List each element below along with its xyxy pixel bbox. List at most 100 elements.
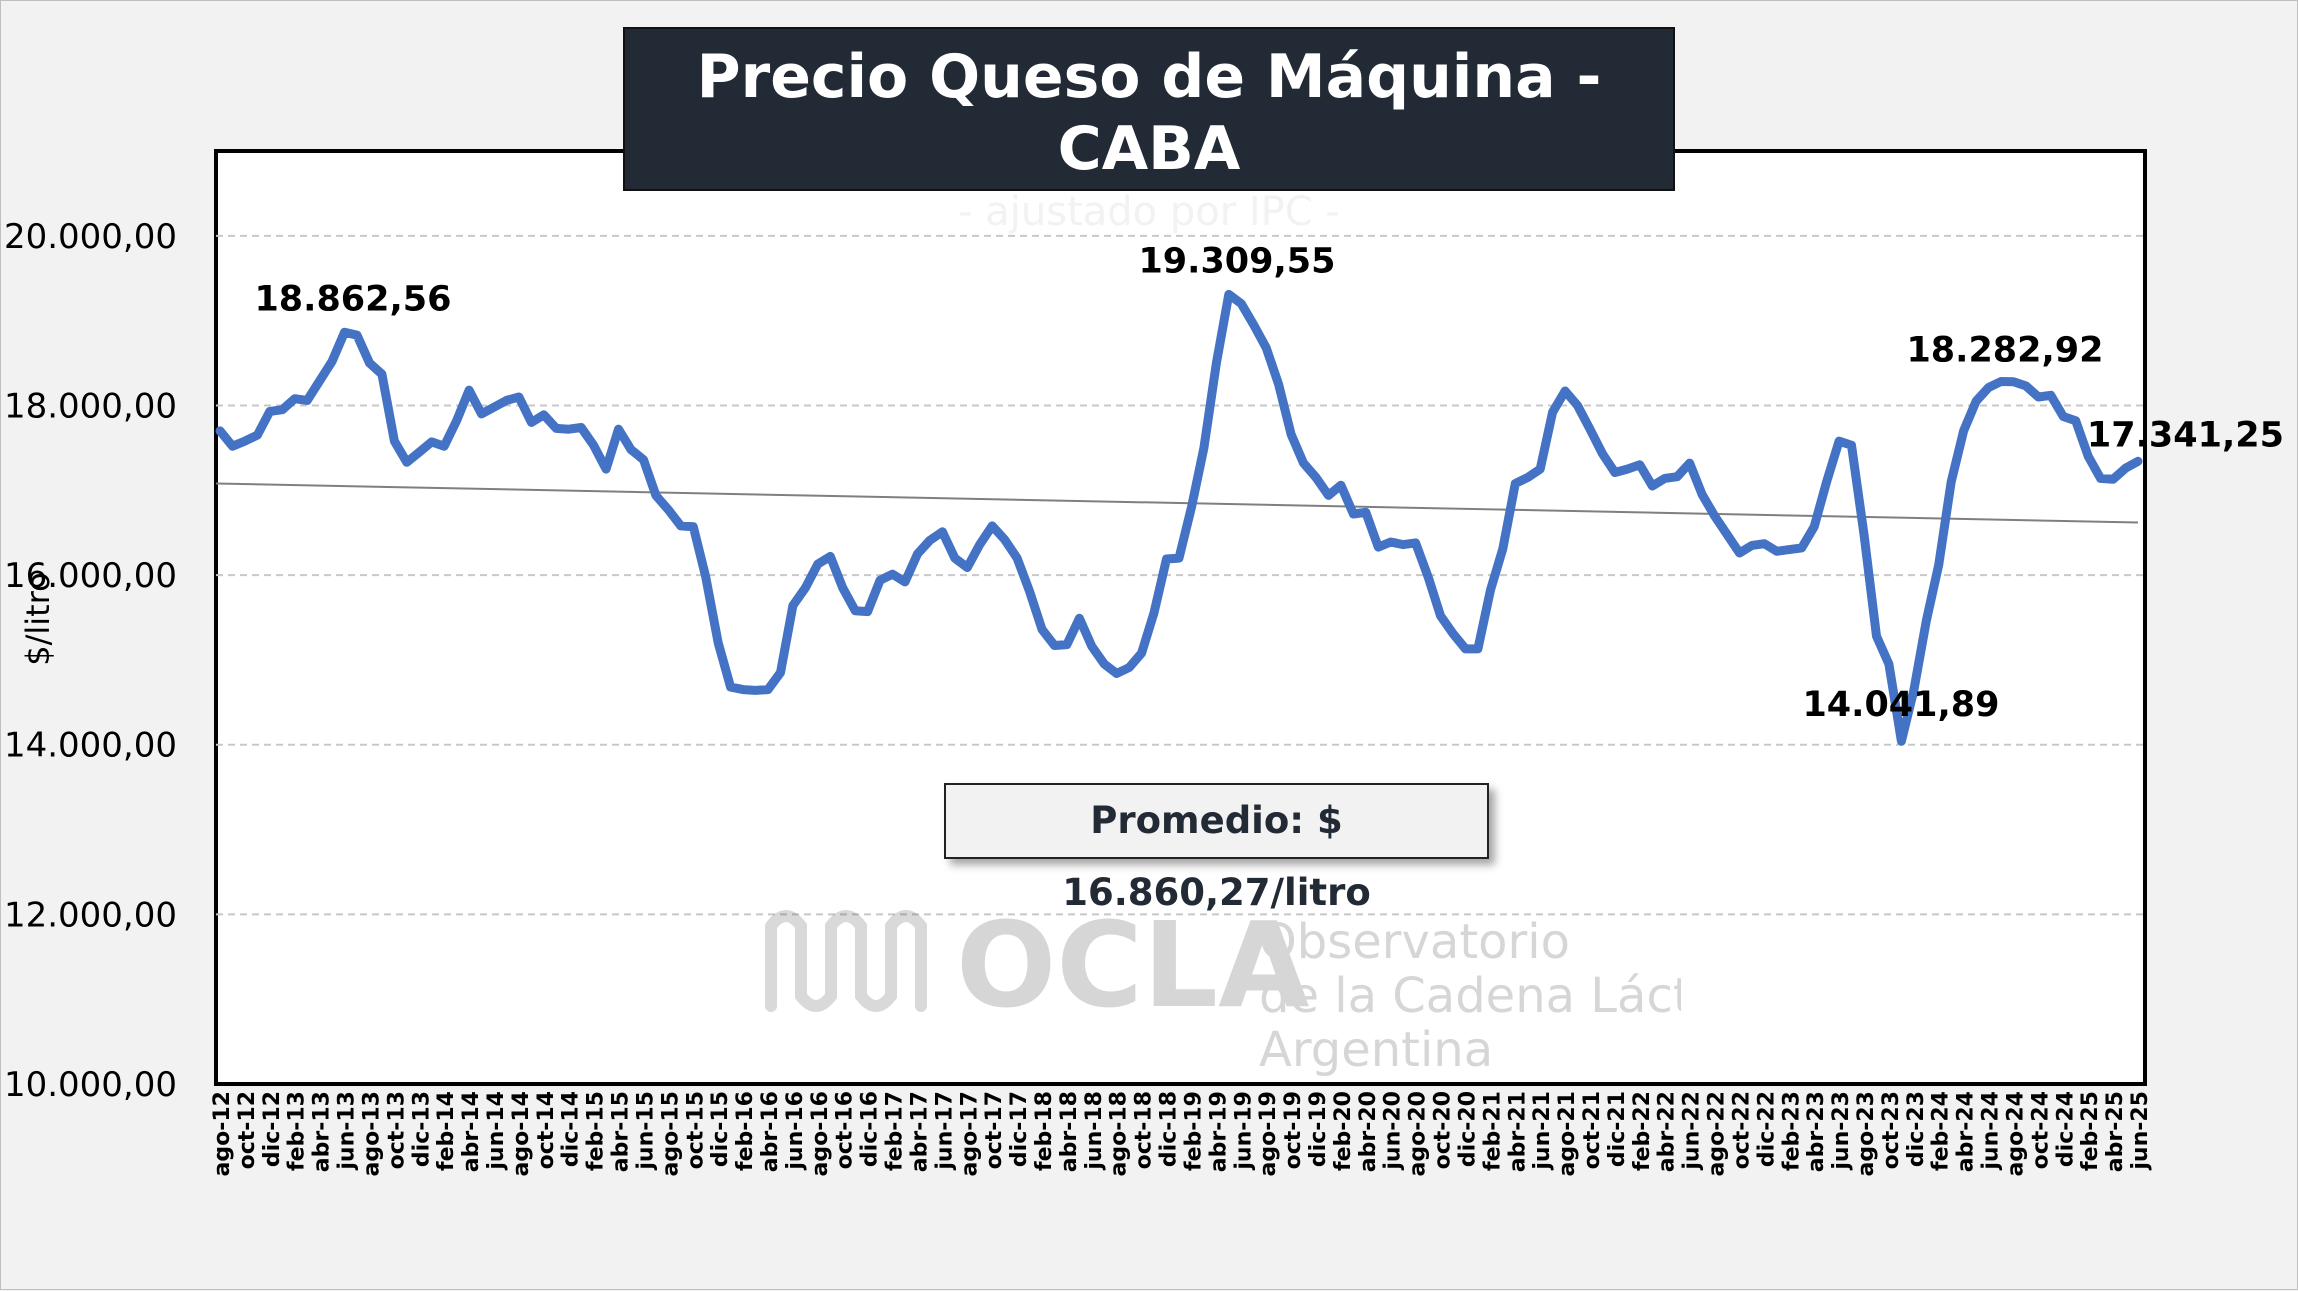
x-tick-label: jun-15 bbox=[633, 1091, 658, 1171]
x-tick-label: jun-23 bbox=[1829, 1091, 1854, 1171]
x-tick-label: dic-23 bbox=[1904, 1091, 1929, 1167]
x-tick-label: feb-18 bbox=[1032, 1091, 1057, 1171]
x-tick-label: oct-22 bbox=[1729, 1091, 1754, 1169]
x-tick-label: ago-21 bbox=[1555, 1091, 1580, 1176]
x-tick-label: jun-20 bbox=[1381, 1091, 1406, 1171]
x-tick-label: ago-12 bbox=[210, 1091, 235, 1176]
x-tick-label: ago-19 bbox=[1256, 1091, 1281, 1176]
x-tick-label: oct-21 bbox=[1580, 1091, 1605, 1169]
watermark-line1: Observatorio bbox=[1259, 914, 1570, 970]
x-tick-label: abr-25 bbox=[2103, 1091, 2128, 1172]
x-tick-label: oct-23 bbox=[1879, 1091, 1904, 1169]
data-label: 19.309,55 bbox=[1138, 241, 1335, 281]
average-label: Promedio: $ 16.860,27/litro bbox=[944, 783, 1489, 914]
x-tick-label: jun-19 bbox=[1231, 1091, 1256, 1171]
x-tick-label: abr-23 bbox=[1804, 1091, 1829, 1172]
x-tick-label: jun-16 bbox=[783, 1091, 808, 1171]
y-axis-label: $/litro bbox=[19, 572, 57, 666]
x-tick-label: ago-13 bbox=[359, 1091, 384, 1176]
x-tick-label: feb-13 bbox=[285, 1091, 310, 1171]
x-tick-label: ago-16 bbox=[808, 1091, 833, 1176]
x-tick-label: jun-13 bbox=[335, 1091, 360, 1171]
y-tick-label: 20.000,00 bbox=[4, 217, 177, 257]
x-tick-label: ago-23 bbox=[1854, 1091, 1879, 1176]
x-tick-label: feb-25 bbox=[2078, 1091, 2103, 1171]
x-tick-label: abr-19 bbox=[1206, 1091, 1231, 1172]
x-tick-label: abr-24 bbox=[1954, 1091, 1979, 1172]
x-tick-label: jun-14 bbox=[484, 1091, 509, 1171]
chart-title-box: Precio Queso de Máquina - CABA - ajustad… bbox=[623, 27, 1675, 235]
x-tick-label: oct-24 bbox=[2028, 1091, 2053, 1169]
data-label: 17.341,25 bbox=[2087, 415, 2284, 455]
x-tick-label: jun-25 bbox=[2128, 1091, 2153, 1171]
x-tick-label: oct-16 bbox=[833, 1091, 858, 1169]
x-tick-label: jun-22 bbox=[1680, 1091, 1705, 1171]
y-tick-label: 10.000,00 bbox=[4, 1065, 177, 1105]
x-tick-label: feb-24 bbox=[1929, 1091, 1954, 1171]
y-axis-ticks: 10.000,00 12.000,00 14.000,00 16.000,00 18.0… bbox=[4, 217, 177, 1105]
x-tick-label: oct-15 bbox=[683, 1091, 708, 1169]
x-tick-label: dic-20 bbox=[1455, 1091, 1480, 1167]
x-tick-label: oct-17 bbox=[982, 1091, 1007, 1169]
x-tick-label: dic-13 bbox=[409, 1091, 434, 1167]
gridlines bbox=[216, 234, 2145, 916]
x-tick-label: feb-22 bbox=[1630, 1091, 1655, 1171]
x-tick-label: dic-21 bbox=[1605, 1091, 1630, 1167]
x-tick-label: abr-21 bbox=[1505, 1091, 1530, 1172]
chart-title: Precio Queso de Máquina - CABA bbox=[696, 42, 1602, 184]
x-tick-label: ago-20 bbox=[1406, 1091, 1431, 1176]
data-label: 18.862,56 bbox=[254, 279, 451, 319]
x-tick-label: feb-14 bbox=[434, 1091, 459, 1171]
series-line bbox=[215, 289, 2143, 746]
watermark-line2: de la Cadena Láctea bbox=[1259, 968, 1681, 1024]
x-tick-label: feb-17 bbox=[883, 1091, 908, 1171]
y-tick-label: 14.000,00 bbox=[4, 726, 177, 766]
x-tick-label: oct-14 bbox=[534, 1091, 559, 1169]
x-tick-label: oct-18 bbox=[1132, 1091, 1157, 1169]
x-tick-label: oct-20 bbox=[1431, 1091, 1456, 1169]
data-label: 18.282,92 bbox=[1906, 331, 2103, 371]
watermark-ocla: OCLA bbox=[956, 906, 1309, 1034]
data-label: 14.041,89 bbox=[1802, 685, 1999, 725]
x-tick-label: ago-17 bbox=[957, 1091, 982, 1176]
x-tick-label: ago-14 bbox=[509, 1091, 534, 1176]
x-tick-label: oct-12 bbox=[235, 1091, 260, 1169]
x-tick-label: oct-19 bbox=[1281, 1091, 1306, 1169]
x-tick-label: jun-24 bbox=[1979, 1091, 2004, 1171]
x-tick-label: dic-16 bbox=[858, 1091, 883, 1167]
x-tick-label: feb-19 bbox=[1181, 1091, 1206, 1171]
x-tick-label: ago-15 bbox=[658, 1091, 683, 1176]
x-tick-label: dic-19 bbox=[1306, 1091, 1331, 1167]
x-tick-label: abr-14 bbox=[459, 1091, 484, 1172]
x-tick-label: abr-15 bbox=[609, 1091, 634, 1172]
plot-area bbox=[214, 149, 2147, 1086]
data-annotations: 18.862,56 19.309,55 14.041,89 18.282,92 17.3… bbox=[254, 241, 2284, 725]
x-tick-label: abr-13 bbox=[310, 1091, 335, 1172]
x-tick-label: dic-14 bbox=[559, 1091, 584, 1167]
x-tick-label: ago-24 bbox=[2003, 1091, 2028, 1176]
x-tick-label: dic-22 bbox=[1754, 1091, 1779, 1167]
x-tick-label: abr-16 bbox=[758, 1091, 783, 1172]
x-tick-label: feb-15 bbox=[584, 1091, 609, 1171]
x-tick-label: oct-13 bbox=[384, 1091, 409, 1169]
y-tick-label: 12.000,00 bbox=[4, 895, 177, 935]
x-tick-label: dic-18 bbox=[1157, 1091, 1182, 1167]
watermark-line3: Argentina bbox=[1259, 1022, 1493, 1076]
x-tick-label: feb-20 bbox=[1331, 1091, 1356, 1171]
x-axis-ticks: ago-12 oct-12 dic-12 feb-13 abr-13 jun-13 ago-… bbox=[210, 1091, 2153, 1176]
x-tick-label: dic-24 bbox=[2053, 1091, 2078, 1167]
x-tick-label: abr-22 bbox=[1655, 1091, 1680, 1172]
ocla-watermark-logo: OCLA Observatorio de la Cadena Láctea Ar… bbox=[765, 906, 1681, 1076]
x-tick-label: dic-17 bbox=[1007, 1091, 1032, 1167]
x-tick-label: jun-21 bbox=[1530, 1091, 1555, 1171]
x-tick-label: feb-21 bbox=[1480, 1091, 1505, 1171]
x-tick-label: feb-23 bbox=[1779, 1091, 1804, 1171]
y-tick-label: 18.000,00 bbox=[4, 386, 177, 426]
x-tick-label: dic-12 bbox=[260, 1091, 285, 1167]
x-tick-label: abr-20 bbox=[1356, 1091, 1381, 1172]
x-tick-label: ago-22 bbox=[1705, 1091, 1730, 1176]
x-tick-label: jun-17 bbox=[932, 1091, 957, 1171]
x-tick-label: jun-18 bbox=[1082, 1091, 1107, 1171]
